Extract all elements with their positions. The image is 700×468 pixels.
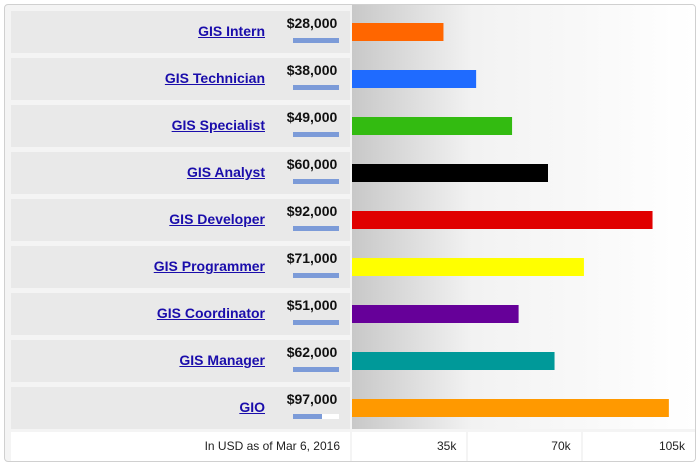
x-tick-label: 70k xyxy=(551,439,571,453)
plot-area xyxy=(352,5,695,429)
salary-value-label: $97,000 xyxy=(286,391,338,407)
bar xyxy=(352,352,555,370)
salary-meter-fill xyxy=(293,38,339,43)
job-title-link[interactable]: GIS Manager xyxy=(179,352,265,368)
footer-source-cell: In USD as of Mar 6, 2016 xyxy=(11,432,350,461)
salary-meter xyxy=(293,320,339,325)
bar xyxy=(352,258,584,276)
job-row: GIS Specialist $49,000 xyxy=(11,105,350,147)
salary-meter xyxy=(293,179,339,184)
salary-value-label: $51,000 xyxy=(286,297,338,313)
job-title-link[interactable]: GIS Analyst xyxy=(186,164,265,180)
job-title-link[interactable]: GIS Specialist xyxy=(171,117,265,133)
x-tick-label: 35k xyxy=(436,439,457,453)
salary-meter xyxy=(293,85,339,90)
salary-meter xyxy=(293,367,339,372)
salary-meter xyxy=(293,226,339,231)
salary-meter xyxy=(293,132,339,137)
salary-meter-fill xyxy=(293,132,339,137)
bar xyxy=(352,70,477,88)
job-row: GIS Technician $38,000 xyxy=(11,58,350,100)
job-title-link[interactable]: GIS Intern xyxy=(198,23,265,39)
x-tick-cell: 35k xyxy=(352,432,467,461)
job-title-link[interactable]: GIS Developer xyxy=(169,211,265,227)
bar xyxy=(352,117,513,135)
job-row: GIS Analyst $60,000 xyxy=(11,152,350,194)
job-title-link[interactable]: GIS Technician xyxy=(164,70,265,86)
salary-value-label: $38,000 xyxy=(286,62,338,78)
salary-meter-fill xyxy=(293,320,339,325)
x-tick-cell: 105k xyxy=(582,432,695,461)
source-note: In USD as of Mar 6, 2016 xyxy=(204,439,340,453)
chart-frame: GIS Intern $28,000 GIS Technician $38,000 GI… xyxy=(4,4,696,462)
bar xyxy=(352,211,653,229)
job-row: GIS Developer $92,000 xyxy=(11,199,350,241)
salary-value-label: $62,000 xyxy=(286,344,338,360)
x-tick-label: 105k xyxy=(658,439,685,453)
bar xyxy=(352,399,669,417)
job-row: GIS Intern $28,000 xyxy=(11,11,350,53)
job-title-link[interactable]: GIS Programmer xyxy=(153,258,265,274)
x-tick-cell: 70k xyxy=(468,432,581,461)
bar xyxy=(352,164,548,182)
job-title-link[interactable]: GIS Coordinator xyxy=(156,305,265,321)
salary-value-label: $71,000 xyxy=(286,250,338,266)
salary-meter-fill xyxy=(293,179,339,184)
salary-value-label: $49,000 xyxy=(286,109,338,125)
salary-meter xyxy=(293,38,339,43)
bar-group xyxy=(352,23,669,417)
salary-value-label: $60,000 xyxy=(286,156,338,172)
salary-meter-fill xyxy=(293,273,339,278)
salary-meter xyxy=(293,273,339,278)
job-row: GIS Programmer $71,000 xyxy=(11,246,350,288)
bar xyxy=(352,23,444,41)
job-title-link[interactable]: GIO xyxy=(239,399,265,415)
bar-plot xyxy=(352,5,695,429)
salary-meter-fill xyxy=(293,85,339,90)
job-row: GIO $97,000 xyxy=(11,387,350,429)
salary-value-label: $28,000 xyxy=(286,15,338,31)
job-row: GIS Coordinator $51,000 xyxy=(11,293,350,335)
job-row: GIS Manager $62,000 xyxy=(11,340,350,382)
salary-value-label: $92,000 xyxy=(286,203,338,219)
salary-meter xyxy=(293,414,339,419)
salary-meter-fill xyxy=(293,414,322,419)
salary-meter-fill xyxy=(293,226,339,231)
bar xyxy=(352,305,519,323)
salary-meter-fill xyxy=(293,367,339,372)
